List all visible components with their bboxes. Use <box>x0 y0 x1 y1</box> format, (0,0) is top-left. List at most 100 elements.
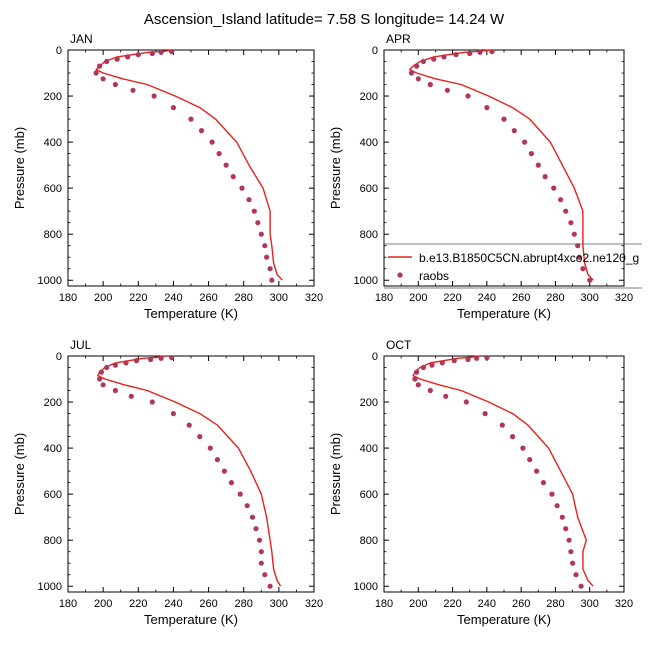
obs-point <box>554 503 560 509</box>
obs-point <box>128 393 134 399</box>
obs-point <box>223 162 229 168</box>
y-axis-label: Pressure (mb) <box>12 127 27 209</box>
obs-point <box>420 364 426 371</box>
obs-point <box>578 583 584 589</box>
panel-label: JAN <box>70 32 93 46</box>
x-tick-label: 220 <box>129 292 147 304</box>
obs-point <box>114 56 120 62</box>
obs-point <box>439 360 445 366</box>
panel-jan: 180 200 220 240 260 280 300 320 0 200 400 600 800 100… <box>12 32 323 321</box>
x-tick-label: 260 <box>199 598 217 610</box>
y-tick-label: 200 <box>44 91 62 103</box>
x-tick-label: 240 <box>164 292 182 304</box>
plot-frame <box>67 49 315 287</box>
obs-point <box>100 382 106 388</box>
x-axis-label: Temperature (K) <box>457 612 551 627</box>
x-tick-label: 280 <box>546 292 564 304</box>
x-axis-label: Temperature (K) <box>457 306 551 321</box>
x-tick-label: 200 <box>94 292 112 304</box>
obs-point <box>528 151 535 157</box>
model-line <box>97 355 282 587</box>
y-tick-label: 600 <box>360 489 378 501</box>
obs-point <box>253 526 259 532</box>
obs-point <box>209 139 215 145</box>
obs-point <box>264 254 270 260</box>
obs-point <box>451 358 457 364</box>
y-axis-label: Pressure (mb) <box>328 127 343 209</box>
x-axis-label: Temperature (K) <box>144 306 238 321</box>
obs-point <box>427 81 433 88</box>
obs-point <box>123 360 129 366</box>
y-tick-label: 200 <box>360 91 378 103</box>
obs-point <box>97 376 103 382</box>
obs-point <box>216 151 222 157</box>
obs-point <box>535 162 541 168</box>
y-tick-label: 400 <box>360 443 378 455</box>
obs-point <box>558 197 564 203</box>
obs-point <box>580 266 586 272</box>
x-tick-label: 300 <box>270 598 288 610</box>
panel-oct: 180 200 220 240 260 280 300 320 0 200 400 600 800 100… <box>328 338 633 627</box>
obs-point <box>198 128 205 134</box>
model-line <box>95 49 283 281</box>
obs-point <box>431 56 437 62</box>
obs-point <box>520 445 526 451</box>
obs-point <box>465 356 471 363</box>
obs-point <box>207 445 213 451</box>
obs-point <box>151 93 157 99</box>
model-line <box>412 355 594 587</box>
obs-point <box>444 87 450 93</box>
obs-point <box>414 63 420 69</box>
legend-obs-marker-swatch <box>397 272 403 278</box>
obs-point <box>566 537 572 543</box>
y-tick-label: 0 <box>372 45 378 57</box>
obs-point <box>97 63 103 69</box>
obs-point <box>568 549 574 555</box>
plot-frame <box>67 355 315 593</box>
y-tick-label: 1000 <box>38 581 62 593</box>
obs-point <box>499 422 505 428</box>
obs-point <box>93 70 99 76</box>
obs-point <box>149 399 155 405</box>
obs-point <box>170 105 176 111</box>
x-tick-label: 300 <box>581 598 599 610</box>
obs-point <box>540 480 547 486</box>
obs-point <box>262 572 268 578</box>
obs-point <box>221 468 227 474</box>
y-tick-label: 400 <box>44 137 62 149</box>
y-tick-label: 600 <box>44 489 62 501</box>
x-tick-label: 300 <box>581 292 599 304</box>
obs-point <box>509 434 516 440</box>
panels: 180 200 220 240 260 280 300 320 0 200 400 600 800 100… <box>12 32 633 627</box>
obs-point <box>482 411 488 417</box>
obs-point <box>484 105 490 111</box>
obs-point <box>267 583 273 589</box>
obs-point <box>104 58 110 65</box>
model-line <box>409 49 594 281</box>
panel-jul: 180 200 220 240 260 280 300 320 0 200 400 600 800 100… <box>12 338 323 627</box>
obs-point <box>474 355 480 361</box>
y-tick-label: 1000 <box>354 275 378 287</box>
obs-point <box>256 537 263 543</box>
obs-point <box>571 231 577 237</box>
obs-point <box>443 393 449 399</box>
obs-point <box>522 139 528 145</box>
y-axis-label: Pressure (mb) <box>328 433 343 515</box>
legend: b.e13.B1850C5CN.abrupt4xco2.ne120_g raob… <box>384 243 642 289</box>
obs-point <box>568 220 574 226</box>
x-tick-label: 240 <box>478 292 496 304</box>
panel-label: OCT <box>386 338 412 352</box>
obs-point <box>228 480 234 486</box>
x-tick-label: 260 <box>512 598 530 610</box>
y-tick-label: 0 <box>56 351 62 363</box>
y-tick-label: 0 <box>372 351 378 363</box>
x-tick-label: 280 <box>235 292 253 304</box>
y-tick-label: 800 <box>360 535 378 547</box>
obs-point <box>576 254 583 260</box>
y-tick-label: 600 <box>44 183 62 195</box>
obs-point <box>188 116 194 122</box>
obs-point <box>135 52 141 58</box>
obs-point <box>262 243 268 249</box>
